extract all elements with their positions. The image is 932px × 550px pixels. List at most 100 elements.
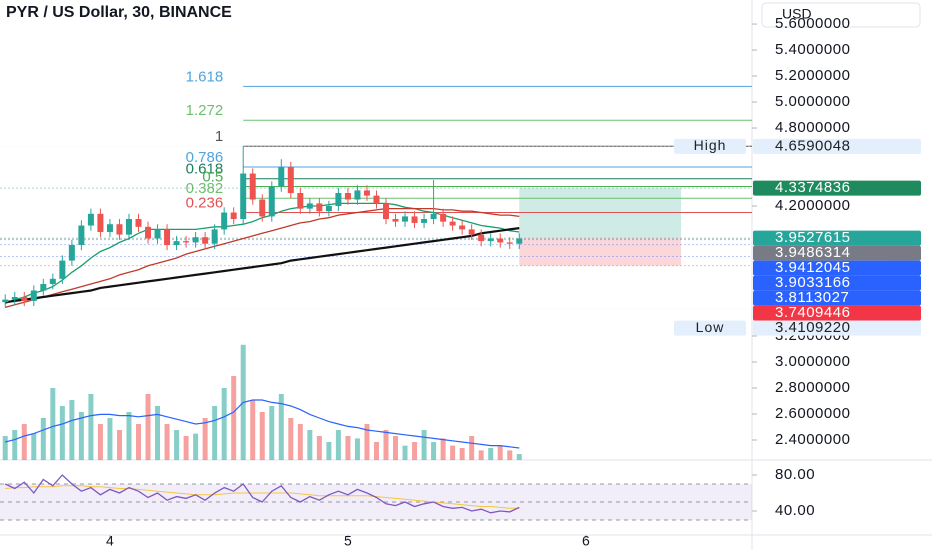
y-tick-label: 5.4000000 bbox=[775, 41, 850, 58]
volume-bar bbox=[440, 438, 446, 460]
volume-bar bbox=[221, 388, 227, 460]
candle-body bbox=[106, 224, 113, 233]
price-tag bbox=[753, 260, 921, 276]
volume-bar bbox=[469, 436, 475, 460]
volume-bar bbox=[393, 436, 399, 460]
candle-body bbox=[49, 278, 56, 285]
candle-body bbox=[2, 299, 9, 303]
fib-label: 0.236 bbox=[186, 194, 224, 211]
candle-body bbox=[373, 195, 380, 204]
volume-bar bbox=[431, 442, 437, 460]
candle-body bbox=[30, 290, 37, 301]
candle-body bbox=[497, 238, 504, 243]
currency-label[interactable]: USD bbox=[782, 6, 812, 22]
volume-bar bbox=[288, 418, 294, 460]
candle-body bbox=[354, 190, 361, 200]
volume-bar bbox=[59, 406, 65, 460]
volume-bar bbox=[174, 430, 180, 460]
volume-bar bbox=[231, 376, 237, 460]
extreme-tag-label: Low bbox=[696, 319, 725, 335]
candle-body bbox=[363, 190, 370, 196]
candle-body bbox=[287, 167, 294, 194]
volume-bar bbox=[259, 412, 265, 460]
y-tick-label: 3.0000000 bbox=[775, 353, 850, 370]
candle-body bbox=[183, 241, 190, 243]
candle-body bbox=[468, 229, 475, 235]
volume-bar bbox=[507, 450, 513, 460]
candle-body bbox=[440, 213, 447, 222]
candle-body bbox=[68, 245, 75, 261]
volume-bar bbox=[78, 412, 84, 460]
candle-body bbox=[335, 193, 342, 207]
volume-bar bbox=[21, 424, 27, 460]
x-tick-label: 4 bbox=[106, 533, 114, 549]
candle-body bbox=[240, 173, 247, 220]
candle-body bbox=[11, 297, 18, 300]
candle-body bbox=[40, 284, 47, 291]
volume-bar bbox=[12, 430, 18, 460]
candle-body bbox=[125, 219, 132, 235]
volume-bar bbox=[116, 430, 122, 460]
y-tick-label: 2.4000000 bbox=[775, 431, 850, 448]
volume-bar bbox=[488, 448, 494, 460]
fib-label: 1.272 bbox=[186, 102, 224, 119]
volume-bar bbox=[326, 442, 332, 460]
moving-average bbox=[5, 227, 520, 304]
candle-body bbox=[173, 241, 180, 246]
volume-bar bbox=[516, 454, 522, 460]
volume-bar bbox=[373, 442, 379, 460]
volume-bar bbox=[497, 445, 503, 460]
y-tick-label: 5.0000000 bbox=[775, 93, 850, 110]
candle-body bbox=[449, 221, 456, 226]
fib-label: 0.618 bbox=[186, 161, 224, 178]
candle-body bbox=[506, 242, 513, 244]
candle-body bbox=[87, 213, 94, 226]
y-tick-label: 2.6000000 bbox=[775, 405, 850, 422]
price-tag-label: 3.9412045 bbox=[775, 259, 850, 276]
currency-button[interactable] bbox=[761, 2, 921, 28]
candle-body bbox=[478, 234, 485, 242]
candle-body bbox=[382, 203, 389, 220]
rsi-tick-label: 80.00 bbox=[775, 466, 815, 483]
candle-body bbox=[145, 226, 152, 239]
candle-body bbox=[97, 213, 104, 233]
price-tag-label: 3.9033166 bbox=[775, 274, 850, 291]
volume-bar bbox=[212, 406, 218, 460]
volume-bar bbox=[297, 424, 303, 460]
candle-body bbox=[268, 186, 275, 217]
volume-bar bbox=[269, 406, 275, 460]
candle-body bbox=[192, 237, 199, 243]
candle-body bbox=[135, 219, 142, 227]
price-tag bbox=[753, 320, 921, 336]
volume-bar bbox=[335, 430, 341, 460]
volume-bar bbox=[107, 418, 113, 460]
price-tag-label: 3.4109220 bbox=[775, 319, 850, 336]
volume-bar bbox=[459, 448, 465, 460]
price-tag bbox=[753, 305, 921, 321]
volume-bar bbox=[316, 436, 322, 460]
volume-ma bbox=[5, 399, 520, 449]
candle-body bbox=[297, 193, 304, 209]
extreme-tag bbox=[674, 138, 746, 154]
volume-bar bbox=[202, 418, 208, 460]
candle-body bbox=[249, 173, 256, 200]
stop-zone bbox=[519, 238, 682, 266]
price-tag-label: 3.7409446 bbox=[775, 304, 850, 321]
volume-bar bbox=[155, 406, 161, 460]
candle-body bbox=[21, 297, 28, 301]
candle-body bbox=[325, 206, 332, 212]
volume-bar bbox=[97, 424, 103, 460]
volume-bar bbox=[183, 436, 189, 460]
fib-label: 1 bbox=[215, 128, 223, 145]
extreme-tag-label: High bbox=[694, 137, 727, 153]
rsi-tick-label: 40.00 bbox=[775, 502, 815, 519]
x-tick-label: 5 bbox=[344, 533, 352, 549]
candle-body bbox=[459, 225, 466, 230]
candle-body bbox=[164, 229, 171, 246]
candle-body bbox=[116, 224, 123, 235]
fib-label: 0.382 bbox=[186, 180, 224, 197]
fib-label: 0.786 bbox=[186, 149, 224, 166]
price-tag-label: 3.9527615 bbox=[775, 229, 850, 246]
fib-label: 1.618 bbox=[186, 68, 224, 85]
volume-bar bbox=[136, 424, 142, 460]
